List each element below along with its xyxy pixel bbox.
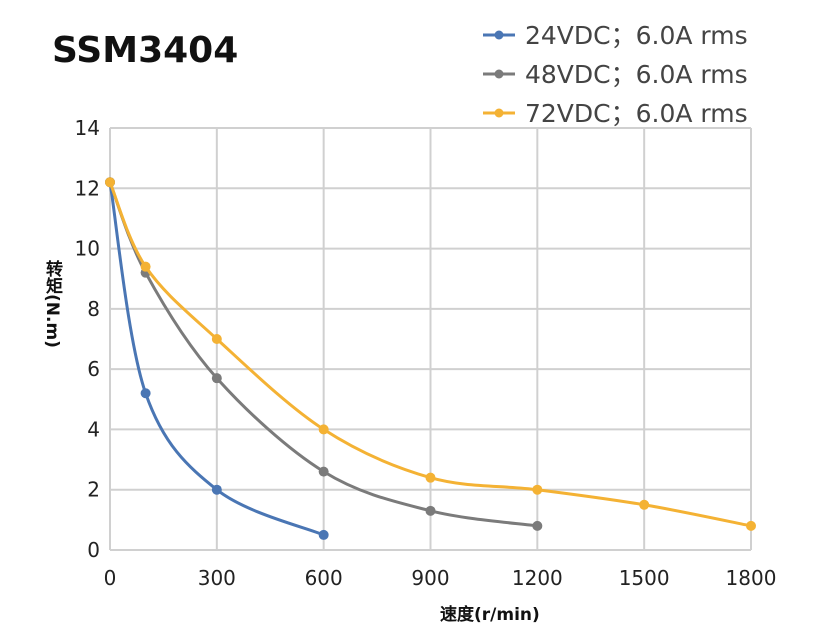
legend-marker <box>494 30 504 40</box>
data-point <box>211 334 222 344</box>
y-tick-label: 10 <box>75 237 100 261</box>
y-tick-label: 4 <box>87 417 100 441</box>
y-tick-label: 12 <box>75 176 100 200</box>
data-point <box>140 261 151 272</box>
chart-title: SSM3404 <box>52 30 239 71</box>
data-point <box>211 373 222 384</box>
legend-marker <box>494 69 504 79</box>
x-axis-label: 速度(r/min) <box>440 605 540 625</box>
y-tick-label: 0 <box>87 538 100 562</box>
x-tick-label: 600 <box>305 566 343 590</box>
data-point <box>425 472 436 483</box>
legend-label: 24VDC；6.0A rms <box>525 21 748 50</box>
x-tick-label: 300 <box>198 566 236 590</box>
data-point <box>318 466 329 477</box>
legend-label: 72VDC；6.0A rms <box>525 99 748 128</box>
data-point <box>532 520 543 531</box>
data-point <box>140 388 151 399</box>
x-tick-label: 900 <box>411 566 449 590</box>
y-tick-label: 6 <box>87 357 100 381</box>
data-point <box>425 505 436 516</box>
x-tick-label: 1500 <box>619 566 670 590</box>
legend-label: 48VDC；6.0A rms <box>525 60 748 89</box>
data-point <box>639 499 650 510</box>
data-point <box>532 484 543 495</box>
legend-marker <box>494 108 504 118</box>
data-point <box>105 177 115 188</box>
series-line <box>108 181 752 528</box>
x-tick-label: 0 <box>104 566 117 590</box>
data-point <box>211 484 222 495</box>
series-line <box>108 182 325 537</box>
y-tick-label: 14 <box>75 116 100 140</box>
y-tick-label: 8 <box>87 297 100 321</box>
data-point <box>318 529 329 540</box>
data-point <box>318 424 329 435</box>
data-point <box>746 520 756 531</box>
y-tick-label: 2 <box>87 478 100 502</box>
y-axis-label: 转矩(N.m) <box>42 260 62 348</box>
x-tick-label: 1200 <box>512 566 563 590</box>
x-tick-label: 1800 <box>726 566 777 590</box>
